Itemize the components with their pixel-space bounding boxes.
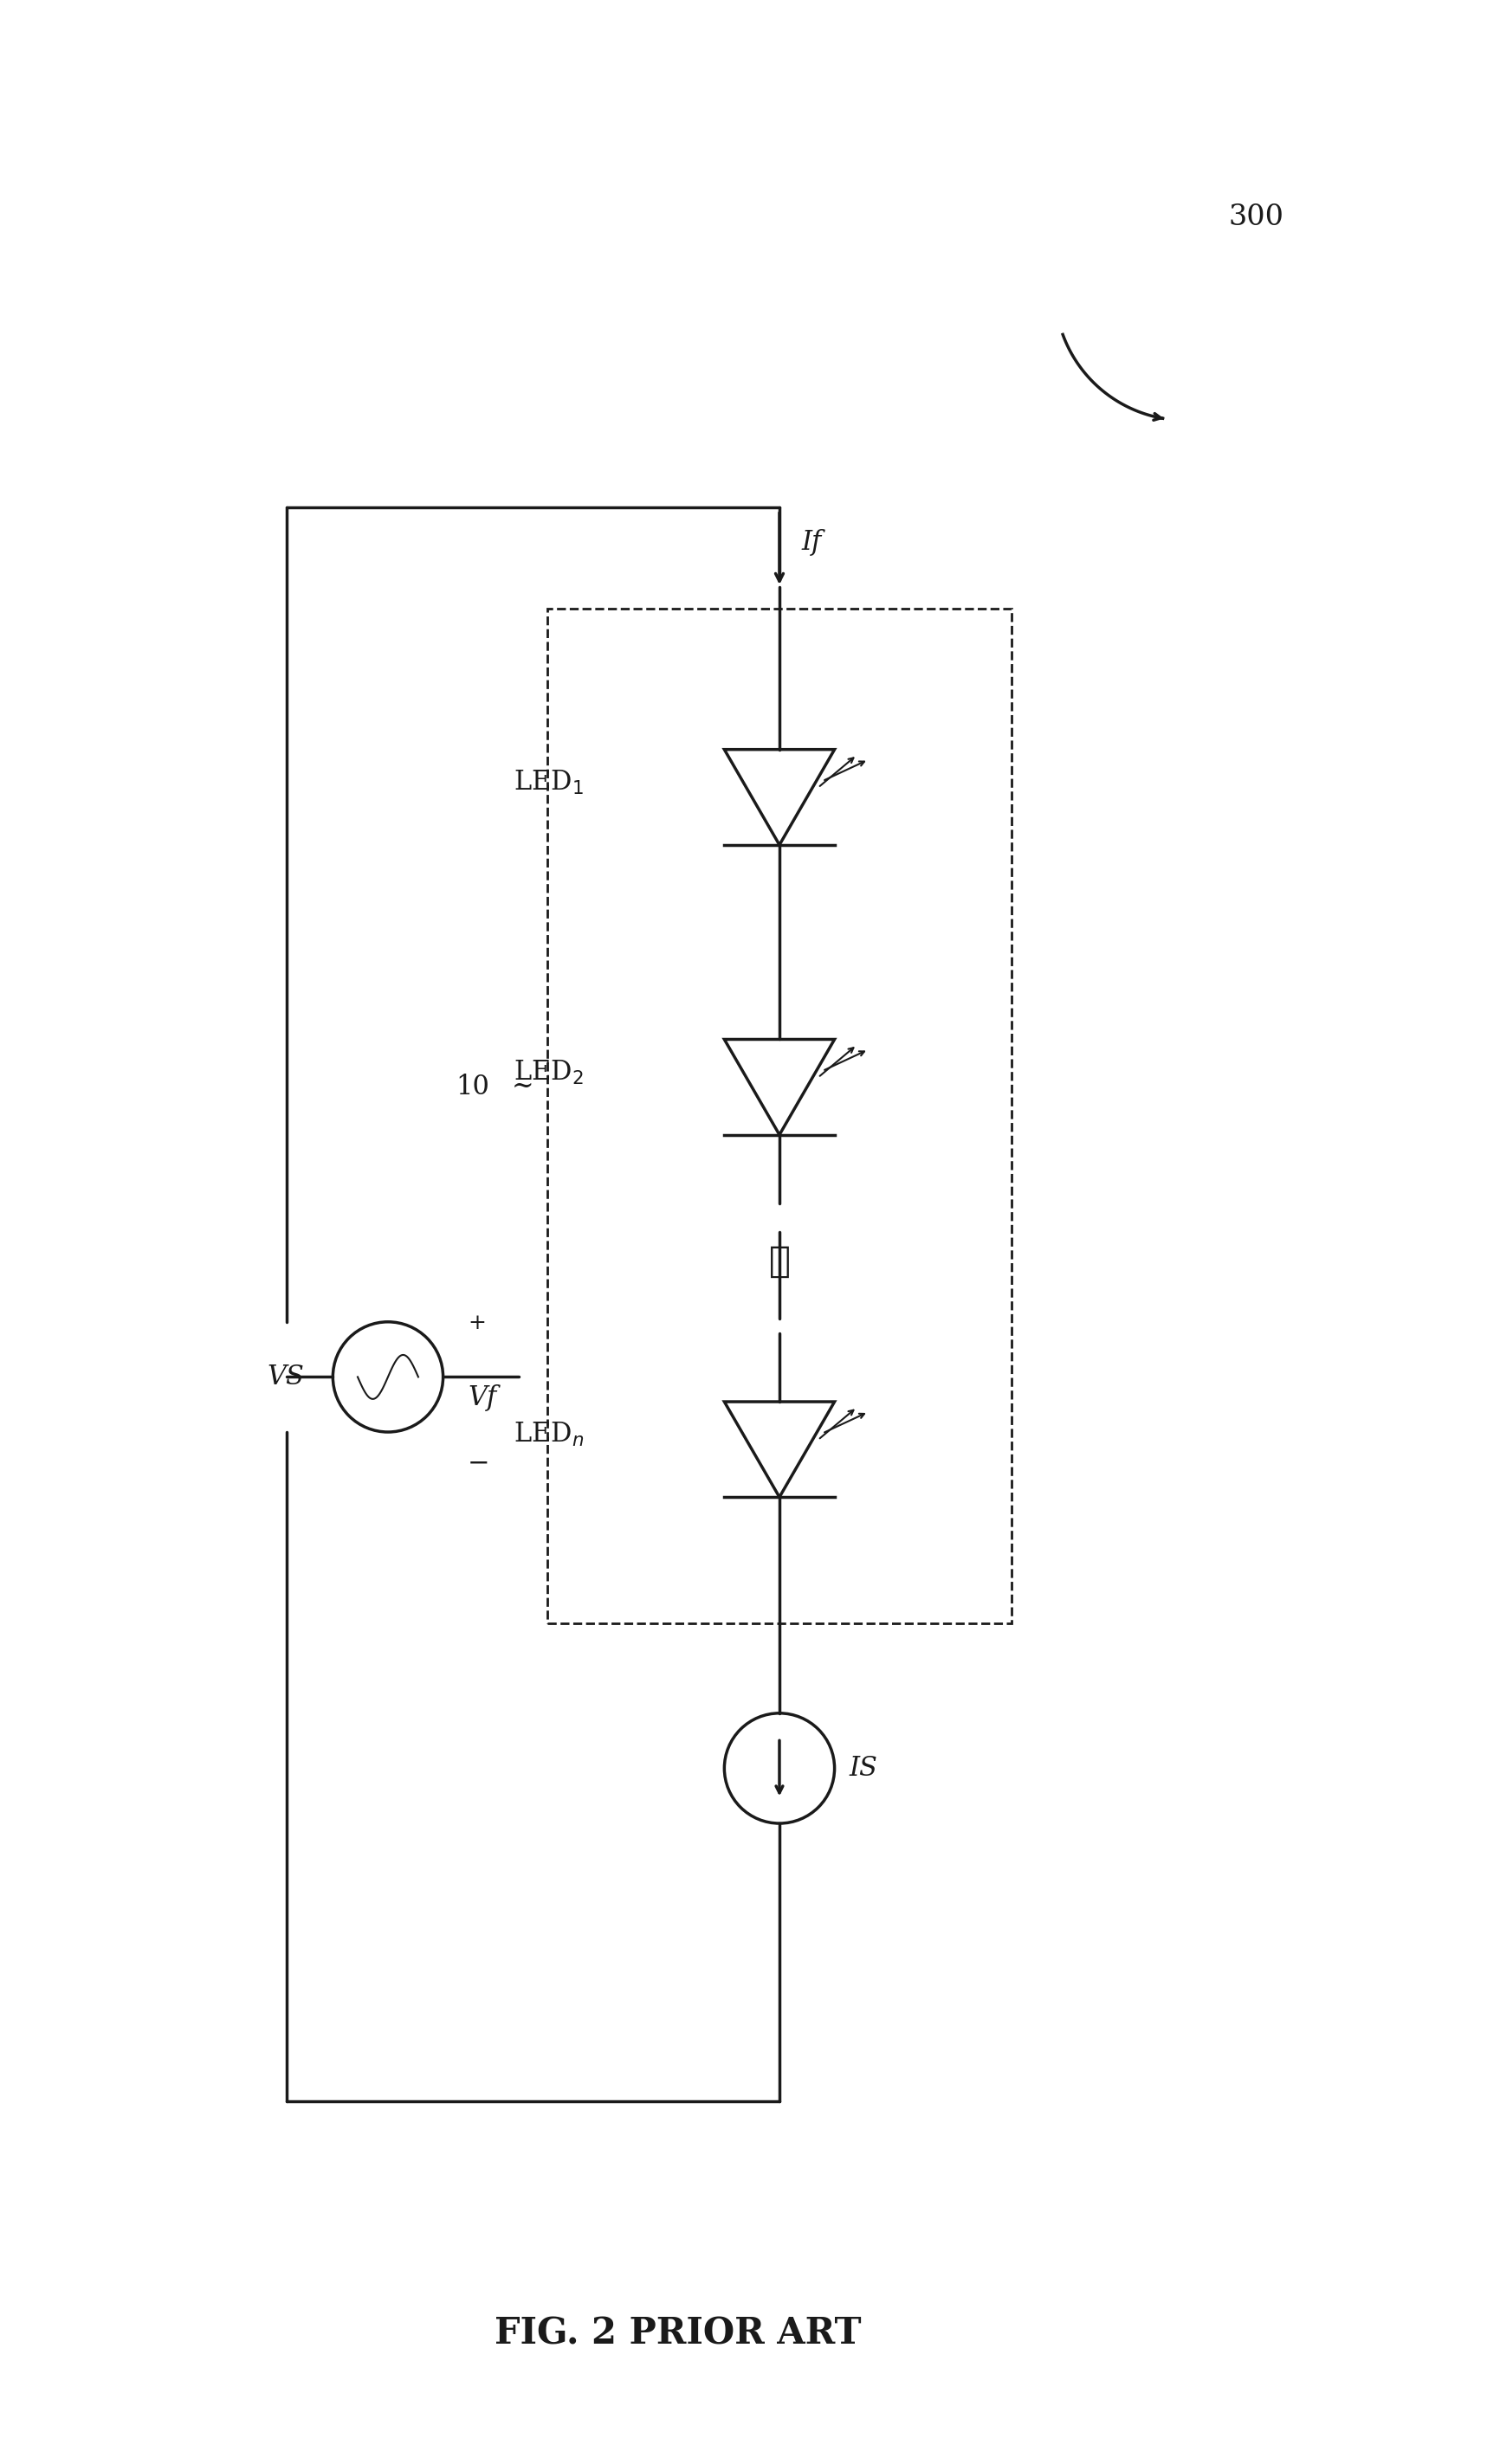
Text: Vf: Vf bbox=[468, 1385, 496, 1412]
Text: LED$_n$: LED$_n$ bbox=[513, 1422, 584, 1449]
Text: LED$_2$: LED$_2$ bbox=[513, 1060, 584, 1087]
Text: If: If bbox=[801, 530, 820, 557]
Text: ~: ~ bbox=[512, 1074, 532, 1101]
Text: +: + bbox=[468, 1313, 486, 1333]
Text: IS: IS bbox=[849, 1754, 877, 1781]
Text: ⋮: ⋮ bbox=[768, 1242, 790, 1279]
Text: LED$_1$: LED$_1$ bbox=[513, 769, 584, 796]
Text: FIG. 2 PRIOR ART: FIG. 2 PRIOR ART bbox=[495, 2316, 861, 2351]
Text: 10: 10 bbox=[456, 1074, 489, 1101]
Text: −: − bbox=[468, 1449, 489, 1476]
Text: 300: 300 bbox=[1228, 205, 1284, 232]
Text: VS: VS bbox=[267, 1363, 303, 1390]
